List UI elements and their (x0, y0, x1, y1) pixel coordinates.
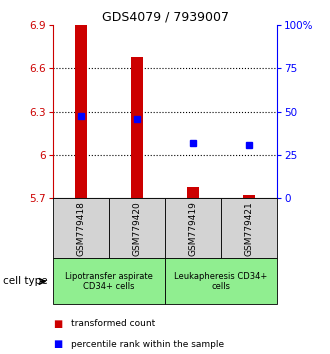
Text: ■: ■ (53, 319, 62, 329)
Text: Leukapheresis CD34+
cells: Leukapheresis CD34+ cells (175, 272, 268, 291)
Bar (131, 57, 143, 198)
Text: GSM779419: GSM779419 (188, 201, 198, 256)
Text: GSM779420: GSM779420 (132, 201, 142, 256)
Bar (221, 198, 277, 258)
Bar (165, 258, 277, 304)
Text: transformed count: transformed count (71, 319, 155, 329)
Text: percentile rank within the sample: percentile rank within the sample (71, 339, 224, 349)
Text: Lipotransfer aspirate
CD34+ cells: Lipotransfer aspirate CD34+ cells (65, 272, 153, 291)
Text: GSM779418: GSM779418 (76, 201, 85, 256)
Bar (187, 187, 199, 198)
Bar (53, 198, 109, 258)
Bar (75, 25, 87, 198)
Text: GSM779421: GSM779421 (245, 201, 254, 256)
Title: GDS4079 / 7939007: GDS4079 / 7939007 (102, 11, 228, 24)
Bar (109, 198, 165, 258)
Bar (53, 258, 165, 304)
Text: ■: ■ (53, 339, 62, 349)
Text: cell type: cell type (3, 276, 48, 286)
Bar (243, 195, 255, 198)
Bar (165, 198, 221, 258)
